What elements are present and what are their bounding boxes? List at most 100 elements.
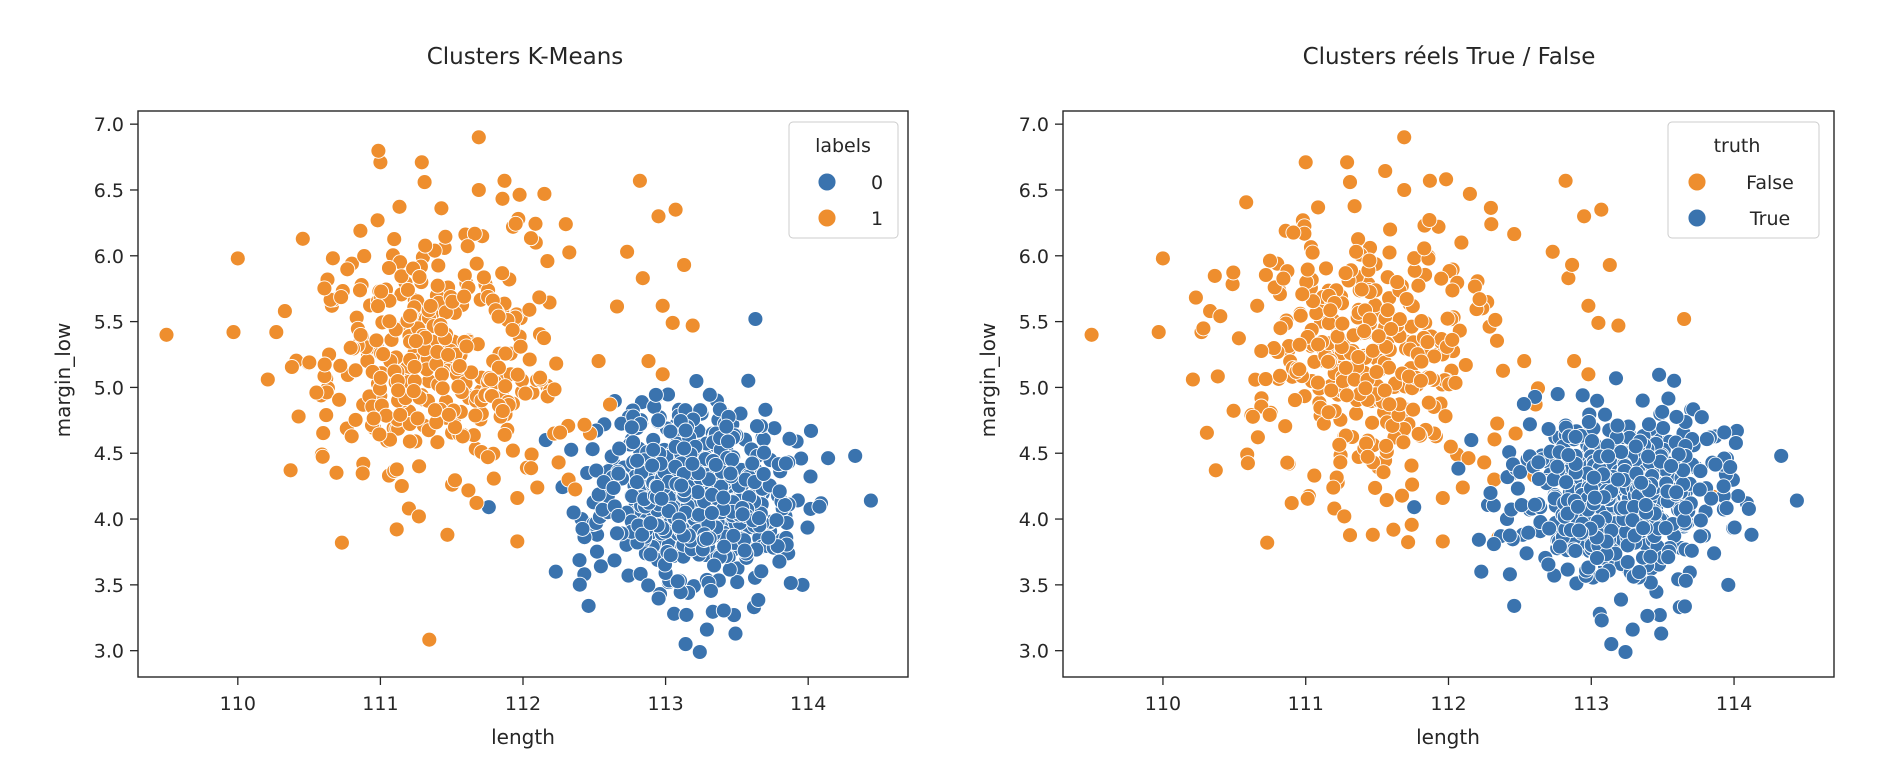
point-series-false [1310, 199, 1327, 216]
point-series-false [1486, 431, 1503, 448]
point-series-1 [523, 446, 540, 463]
point-series-1 [536, 185, 553, 202]
x-tick-label: 112 [505, 693, 541, 715]
point-series-true [1641, 416, 1657, 433]
point-series-true [1619, 554, 1636, 570]
y-tick-label: 7.0 [1019, 114, 1049, 136]
point-series-1 [548, 355, 565, 372]
point-series-0 [722, 465, 739, 482]
x-tick-label: 112 [1430, 693, 1466, 715]
point-series-true [1501, 527, 1518, 544]
point-series-1 [421, 631, 438, 648]
point-series-0 [716, 538, 733, 555]
point-series-false [1378, 492, 1395, 509]
point-series-true [1706, 545, 1723, 562]
point-series-true [1666, 372, 1683, 389]
y-tick-label: 5.0 [1019, 377, 1049, 399]
point-series-true [1730, 488, 1747, 504]
point-series-1 [490, 359, 507, 376]
point-series-1 [301, 354, 318, 371]
point-series-1 [527, 215, 544, 232]
point-series-1 [369, 212, 386, 229]
point-series-1 [609, 298, 625, 315]
point-series-1 [557, 216, 574, 233]
point-series-0 [760, 529, 777, 546]
point-series-false [1239, 455, 1256, 472]
point-series-true [1740, 500, 1757, 517]
point-series-true [1450, 460, 1467, 477]
point-series-true [1515, 396, 1532, 412]
point-series-1 [654, 297, 671, 314]
point-series-true [1651, 366, 1668, 383]
point-series-1 [479, 449, 496, 466]
point-series-false [1457, 357, 1474, 373]
point-series-true [1513, 497, 1530, 514]
point-series-true [1463, 432, 1480, 449]
point-series-0 [678, 606, 695, 623]
point-series-true [1485, 536, 1502, 553]
point-series-false [1482, 199, 1499, 216]
point-series-false [1325, 479, 1342, 496]
point-series-0 [749, 418, 765, 435]
point-series-true [1603, 636, 1620, 653]
point-series-true [1584, 433, 1600, 450]
point-series-0 [720, 433, 736, 450]
point-series-1 [315, 425, 332, 442]
point-series-true [1530, 454, 1547, 471]
point-series-0 [715, 602, 732, 619]
point-series-true [1627, 438, 1644, 455]
point-series-true [1567, 542, 1584, 559]
point-series-false [1342, 174, 1358, 191]
point-series-1 [308, 384, 325, 401]
point-series-true [1698, 431, 1715, 448]
x-tick-label: 114 [1716, 693, 1752, 715]
point-series-false [1403, 516, 1420, 533]
point-series-0 [747, 311, 764, 327]
point-series-false [1357, 380, 1374, 397]
point-series-false [1433, 270, 1450, 287]
y-tick-label: 4.0 [1019, 509, 1049, 531]
point-series-1 [433, 321, 450, 338]
point-series-true [1509, 480, 1526, 497]
point-series-false [1516, 353, 1533, 370]
point-series-false [1442, 438, 1459, 455]
point-series-false [1259, 534, 1276, 551]
point-series-1 [509, 490, 526, 506]
point-series-0 [669, 573, 686, 590]
point-series-false [1381, 244, 1398, 261]
point-series-0 [755, 466, 772, 482]
y-tick-label: 6.0 [94, 246, 124, 268]
point-series-1 [536, 330, 552, 347]
point-series-0 [744, 455, 761, 472]
point-series-0 [781, 430, 798, 447]
point-series-1 [546, 381, 563, 398]
point-series-0 [628, 474, 645, 491]
point-series-true [1692, 512, 1709, 529]
point-series-true [1691, 481, 1708, 498]
point-series-0 [698, 530, 715, 547]
point-series-1 [451, 358, 468, 374]
point-series-1 [401, 433, 418, 450]
point-series-false [1439, 310, 1456, 327]
point-series-false [1398, 291, 1415, 307]
point-series-true [1726, 519, 1743, 536]
point-series-1 [342, 339, 359, 356]
legend: labels 0 1 [788, 121, 899, 239]
point-series-false [1383, 321, 1400, 337]
point-series-1 [517, 385, 534, 402]
point-series-1 [561, 244, 578, 261]
point-series-true [1569, 498, 1586, 515]
point-series-1 [393, 268, 410, 285]
point-series-true [1743, 526, 1760, 543]
point-series-false [1454, 479, 1471, 496]
point-series-1 [406, 358, 423, 375]
point-series-0 [820, 450, 837, 467]
point-series-false [1198, 424, 1215, 441]
point-series-false [1560, 270, 1577, 287]
point-series-false [1377, 163, 1394, 179]
point-series-1 [468, 494, 485, 511]
point-series-0 [802, 468, 819, 485]
point-series-false [1395, 434, 1412, 451]
point-series-false [1331, 436, 1348, 453]
point-series-0 [689, 484, 706, 501]
